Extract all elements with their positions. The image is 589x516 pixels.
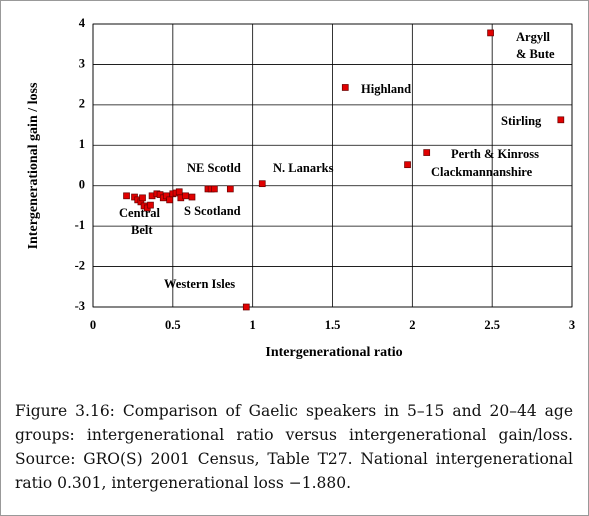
y-tick-label: -1 [75, 218, 85, 232]
point [210, 185, 218, 193]
annotation: N. Lanarks [273, 161, 334, 175]
x-tick-label: 0.5 [165, 318, 181, 332]
caption: Figure 3.16: Comparison of Gaelic speake… [15, 402, 573, 492]
point [341, 84, 349, 91]
y-tick-label: 3 [79, 56, 85, 70]
x-axis-label: Intergenerational ratio [265, 345, 402, 360]
point [404, 161, 411, 169]
point [242, 303, 250, 311]
point [139, 194, 146, 202]
y-tick-label: 1 [79, 137, 85, 151]
point [147, 201, 154, 209]
annotation: Clackmannanshire [431, 165, 533, 179]
annotation: & Bute [516, 47, 555, 61]
x-tick-label: 0 [90, 318, 96, 332]
point [557, 116, 565, 124]
x-tick-label: 1 [250, 318, 256, 332]
point [166, 196, 173, 204]
annotation: Argyll [516, 30, 551, 44]
x-tick-label: 1.5 [325, 318, 341, 332]
y-tick-label: 0 [79, 178, 85, 192]
y-tick-label: 4 [79, 16, 86, 30]
point [123, 192, 130, 200]
annotation: NE Scotld [187, 161, 241, 175]
x-tick-label: 3 [569, 318, 575, 332]
annotation: Central [119, 206, 160, 220]
annotation: S Scotland [184, 204, 241, 218]
y-axis-label: Intergenerational gain / loss [26, 82, 41, 249]
y-tick-label: -2 [75, 258, 85, 272]
y-tick-label: 2 [79, 97, 85, 111]
point [188, 193, 196, 201]
y-tick-label: -3 [75, 299, 85, 313]
x-tick-label: 2 [409, 318, 415, 332]
annotation: Western Isles [164, 277, 235, 291]
point [182, 192, 189, 200]
point [258, 180, 266, 188]
chart: Intergenerational ratio Intergenerationa… [26, 16, 575, 360]
point [423, 149, 431, 156]
annotation: Highland [361, 82, 411, 96]
annotation: Belt [131, 223, 153, 237]
annotation: Stirling [501, 114, 542, 128]
point [487, 29, 494, 37]
x-tick-label: 2.5 [484, 318, 500, 332]
point [175, 188, 183, 196]
annotation: Perth & Kinross [451, 147, 539, 161]
point [226, 185, 234, 193]
